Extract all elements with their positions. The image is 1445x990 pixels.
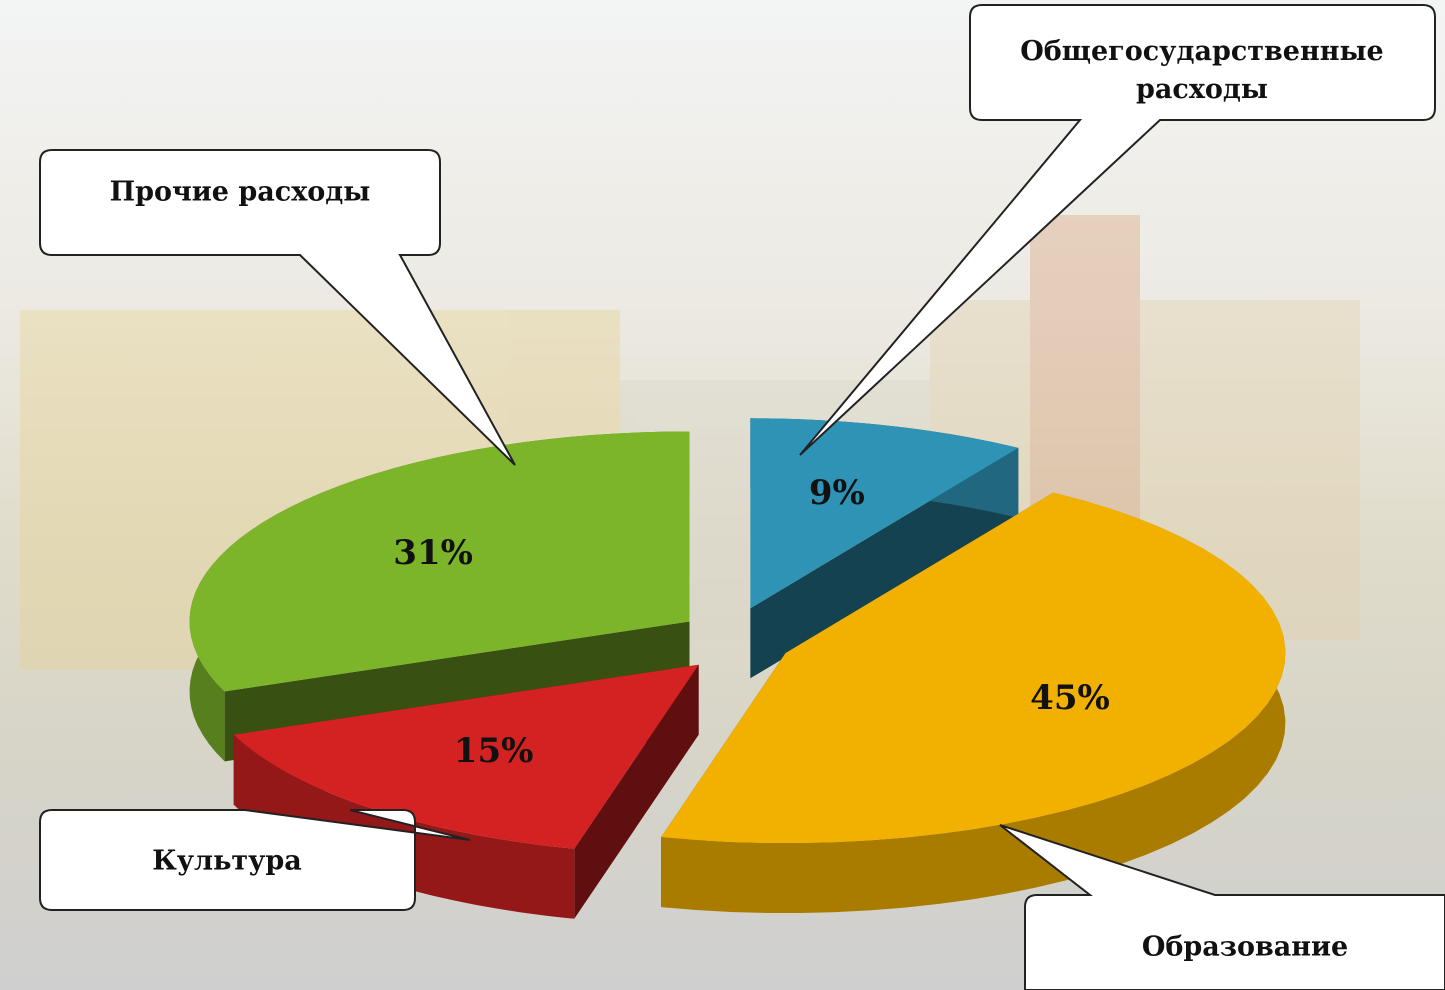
category-label: Культура: [152, 846, 302, 877]
chart: 9%45%15%31% Прочие расходы Общегосударст…: [0, 0, 1445, 990]
value-label: 45%: [1030, 678, 1110, 718]
category-label: Образование: [1142, 932, 1348, 963]
value-label: 9%: [809, 473, 865, 513]
category-label: Прочие расходы: [110, 177, 371, 208]
value-label: 15%: [454, 731, 534, 771]
value-label: 31%: [393, 533, 473, 573]
